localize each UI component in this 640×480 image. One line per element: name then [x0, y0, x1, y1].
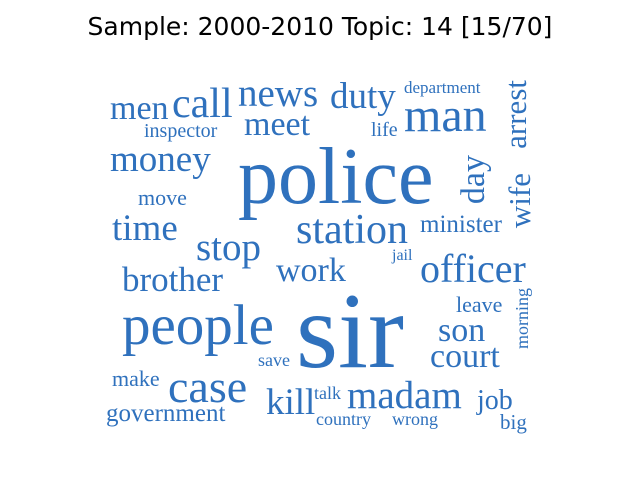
word-money: money — [110, 139, 211, 180]
word-government: government — [106, 400, 226, 427]
word-save: save — [258, 350, 290, 370]
word-madam: madam — [347, 374, 462, 417]
word-people: people — [122, 294, 274, 357]
word-man: man — [404, 89, 487, 142]
word-big: big — [500, 410, 527, 434]
word-talk: talk — [314, 383, 341, 403]
word-men: men — [110, 90, 169, 127]
word-morning: morning — [512, 288, 532, 349]
word-son: son — [438, 312, 486, 349]
word-make: make — [112, 366, 160, 391]
word-stop: stop — [196, 226, 262, 269]
word-duty: duty — [330, 76, 396, 117]
word-meet: meet — [244, 106, 311, 143]
word-kill: kill — [266, 382, 316, 423]
word-officer: officer — [420, 246, 526, 291]
word-court: court — [430, 338, 500, 375]
chart-title: Sample: 2000-2010 Topic: 14 [15/70] — [87, 12, 553, 41]
word-country: country — [316, 409, 371, 429]
word-wrong: wrong — [392, 409, 438, 429]
word-case: case — [168, 361, 248, 412]
word-arrest: arrest — [498, 80, 533, 149]
word-leave: leave — [456, 292, 503, 317]
word-brother: brother — [122, 260, 224, 299]
word-news: news — [238, 72, 319, 115]
word-inspector: inspector — [144, 120, 218, 142]
word-police: police — [238, 133, 434, 221]
word-wife: wife — [502, 173, 537, 229]
word-department: department — [404, 78, 481, 97]
word-jail: jail — [392, 247, 413, 264]
word-job: job — [477, 385, 513, 416]
word-station: station — [296, 207, 408, 253]
word-day: day — [455, 155, 492, 205]
word-life: life — [371, 119, 398, 141]
word-minister: minister — [420, 211, 502, 238]
word-call: call — [172, 81, 233, 127]
word-time: time — [112, 208, 178, 249]
word-work: work — [276, 252, 346, 289]
word-sir: sir — [296, 272, 404, 391]
word-move: move — [138, 185, 187, 210]
